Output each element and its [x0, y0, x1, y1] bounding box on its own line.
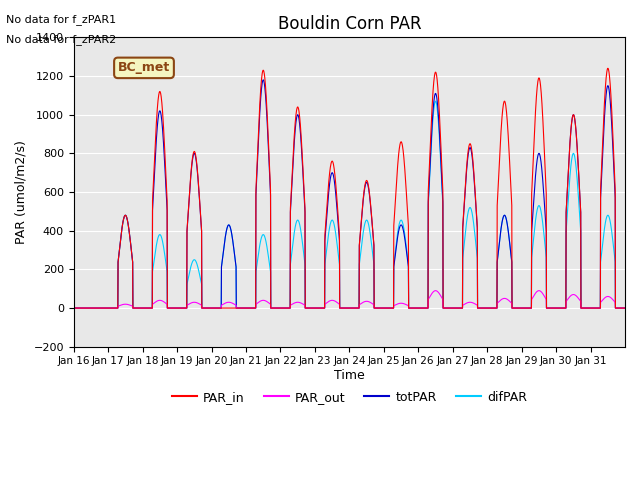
- PAR_out: [621, 305, 629, 311]
- Legend: PAR_in, PAR_out, totPAR, difPAR: PAR_in, PAR_out, totPAR, difPAR: [167, 385, 532, 408]
- PAR_out: [125, 302, 132, 308]
- PAR_out: [547, 305, 554, 311]
- Line: PAR_out: PAR_out: [74, 291, 625, 308]
- difPAR: [244, 305, 252, 311]
- totPAR: [516, 305, 524, 311]
- Text: BC_met: BC_met: [118, 61, 170, 74]
- difPAR: [621, 305, 629, 311]
- difPAR: [516, 305, 524, 311]
- PAR_out: [431, 288, 439, 294]
- PAR_in: [614, 305, 621, 311]
- difPAR: [431, 98, 439, 104]
- totPAR: [125, 226, 132, 232]
- PAR_out: [244, 305, 252, 311]
- totPAR: [547, 305, 554, 311]
- totPAR: [614, 305, 621, 311]
- totPAR: [383, 305, 390, 311]
- PAR_in: [547, 305, 554, 311]
- PAR_in: [383, 305, 390, 311]
- difPAR: [614, 305, 621, 311]
- PAR_out: [70, 305, 77, 311]
- PAR_out: [516, 305, 524, 311]
- X-axis label: Time: Time: [334, 369, 365, 382]
- difPAR: [547, 305, 554, 311]
- PAR_in: [244, 305, 252, 311]
- difPAR: [70, 305, 77, 311]
- PAR_in: [70, 305, 77, 311]
- Text: No data for f_zPAR2: No data for f_zPAR2: [6, 34, 116, 45]
- PAR_in: [515, 305, 523, 311]
- totPAR: [259, 77, 267, 83]
- Line: difPAR: difPAR: [74, 101, 625, 308]
- difPAR: [383, 305, 390, 311]
- Y-axis label: PAR (umol/m2/s): PAR (umol/m2/s): [15, 140, 28, 244]
- difPAR: [125, 226, 132, 232]
- totPAR: [621, 305, 629, 311]
- PAR_in: [621, 305, 629, 311]
- PAR_in: [125, 226, 132, 232]
- totPAR: [70, 305, 77, 311]
- PAR_out: [614, 305, 621, 311]
- totPAR: [244, 305, 252, 311]
- PAR_in: [604, 65, 612, 71]
- Title: Bouldin Corn PAR: Bouldin Corn PAR: [278, 15, 421, 33]
- PAR_out: [383, 305, 390, 311]
- Line: totPAR: totPAR: [74, 80, 625, 308]
- Line: PAR_in: PAR_in: [74, 68, 625, 308]
- Text: No data for f_zPAR1: No data for f_zPAR1: [6, 14, 116, 25]
